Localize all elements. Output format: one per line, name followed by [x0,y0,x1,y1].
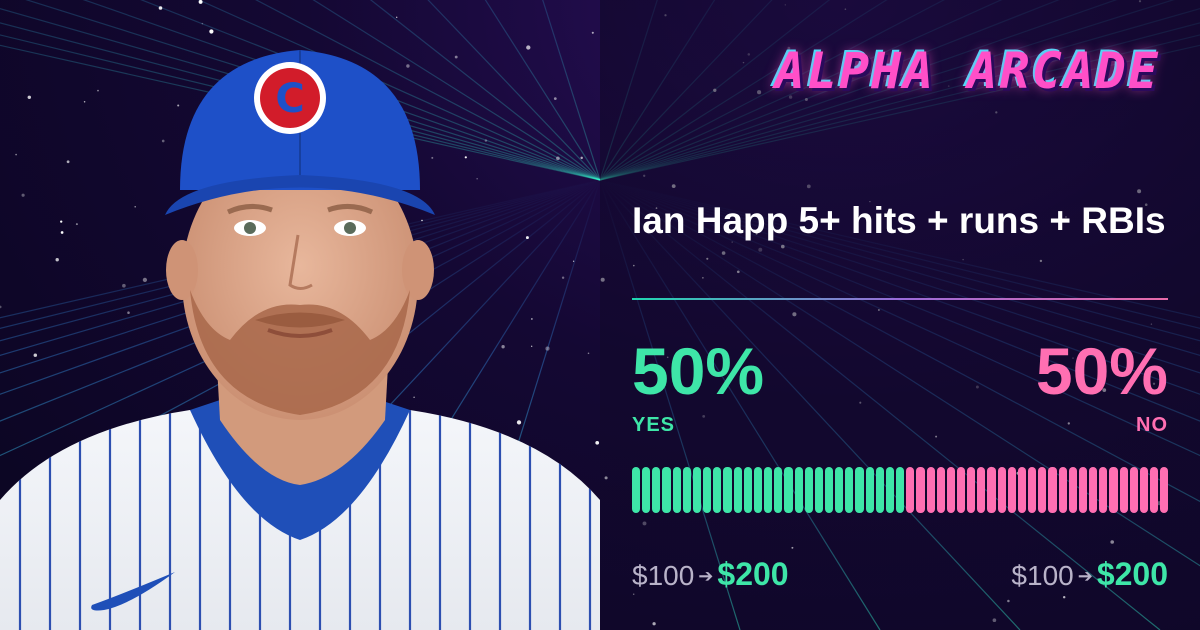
no-label[interactable]: NO [1136,414,1168,436]
no-payout[interactable]: $100 ➔ $200 [1011,556,1168,597]
no-payout-value: $200 [1096,556,1168,592]
brand-swoosh-icon [91,572,175,611]
yes-stake: $100 [632,560,695,591]
yes-bar-segment [835,467,844,513]
cap-logo-letter: C [275,76,304,122]
no-bar-segment [1038,467,1047,513]
no-bar-segment [1028,467,1037,513]
yes-bar-segment [703,467,712,513]
no-bar-segment [1078,467,1088,513]
no-bar-segment [1160,467,1169,513]
yes-bar-segment [692,467,702,513]
yes-bar-segment [784,467,793,513]
yes-bar-segment [814,467,823,513]
yes-bar-segment [672,467,681,513]
title-divider [632,298,1168,300]
yes-payout-value: $200 [717,556,789,592]
yes-bar-segment [764,467,773,513]
yes-bar-segment [723,467,732,513]
arrow-right-icon: ➔ [1077,566,1093,586]
no-bar-segment [977,467,986,513]
no-bar-segment [957,467,966,513]
yes-bar-segment [632,467,641,513]
no-bar-segment [967,467,976,513]
undershirt-collar [190,400,410,540]
yes-bar-segment [682,467,691,513]
probability-bar [632,467,1169,513]
yes-bar-segment [662,467,671,513]
brand-logo: ALPHA ARCADE [774,42,1160,100]
beard [190,290,410,415]
no-bar-segment [1119,467,1128,513]
yes-bar-segment [733,467,742,513]
yes-bar-segment [885,467,895,513]
no-bar-segment [1007,467,1016,513]
no-percent: 50% [1035,334,1168,408]
no-bar-segment [916,467,925,513]
no-bar-segment [936,467,945,513]
no-bar-segment [1109,467,1118,513]
yes-bar-segment [774,467,783,513]
no-stake: $100 [1011,560,1074,591]
yes-bar-segment [642,467,651,513]
market-panel [600,0,1200,630]
yes-label[interactable]: YES [632,414,676,436]
no-bar-segment [1129,467,1138,513]
arrow-right-icon: ➔ [698,566,714,586]
no-bar-segment [997,467,1006,513]
yes-bar-segment [753,467,763,513]
no-bar-segment [1099,467,1108,513]
no-bar-segment [1149,467,1159,513]
no-bar-segment [1017,467,1027,513]
yes-bar-segment [845,467,854,513]
yes-bar-segment [743,467,752,513]
yes-bar-segment [794,467,803,513]
no-bar-segment [1058,467,1067,513]
yes-bar-segment [804,467,813,513]
player-photo: C [0,50,600,630]
yes-bar-segment [875,467,884,513]
yes-bar-segment [855,467,864,513]
no-bar-segment [1139,467,1148,513]
yes-bar-segment [824,467,834,513]
no-bar-segment [946,467,955,513]
no-bar-segment [987,467,996,513]
no-bar-segment [1048,467,1057,513]
no-bar-segment [1089,467,1098,513]
yes-bar-segment [652,467,661,513]
yes-bar-segment [896,467,905,513]
yes-bar-segment [865,467,874,513]
no-bar-segment [906,467,915,513]
market-title: Ian Happ 5+ hits + runs + RBIs [632,200,1166,241]
yes-percent: 50% [632,334,765,408]
yes-bar-segment [713,467,722,513]
yes-payout[interactable]: $100 ➔ $200 [632,556,789,597]
no-bar-segment [926,467,935,513]
no-bar-segment [1068,467,1077,513]
